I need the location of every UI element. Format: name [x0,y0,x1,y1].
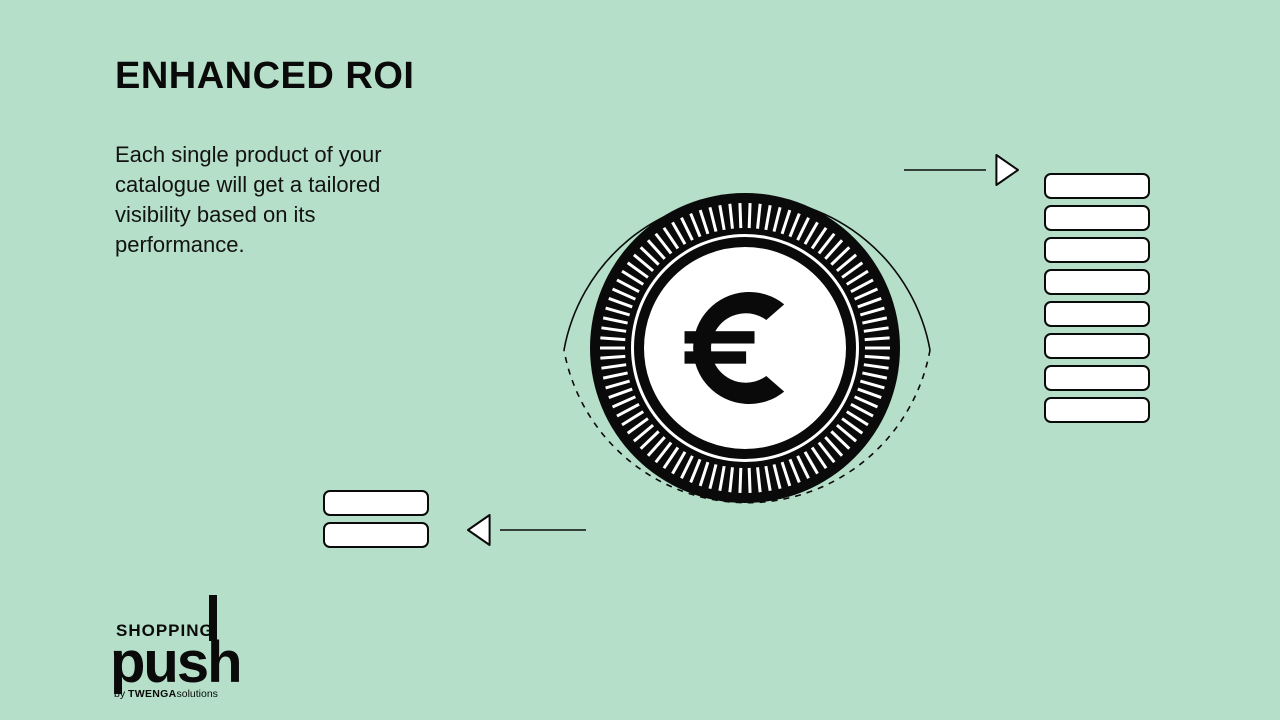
roi-diagram [0,0,1280,720]
brand-logo: SHOPPING push by TWENGAsolutions [110,621,241,701]
logo-line2: push [110,641,241,685]
infographic-canvas: ENHANCED ROI Each single product of your… [0,0,1280,720]
